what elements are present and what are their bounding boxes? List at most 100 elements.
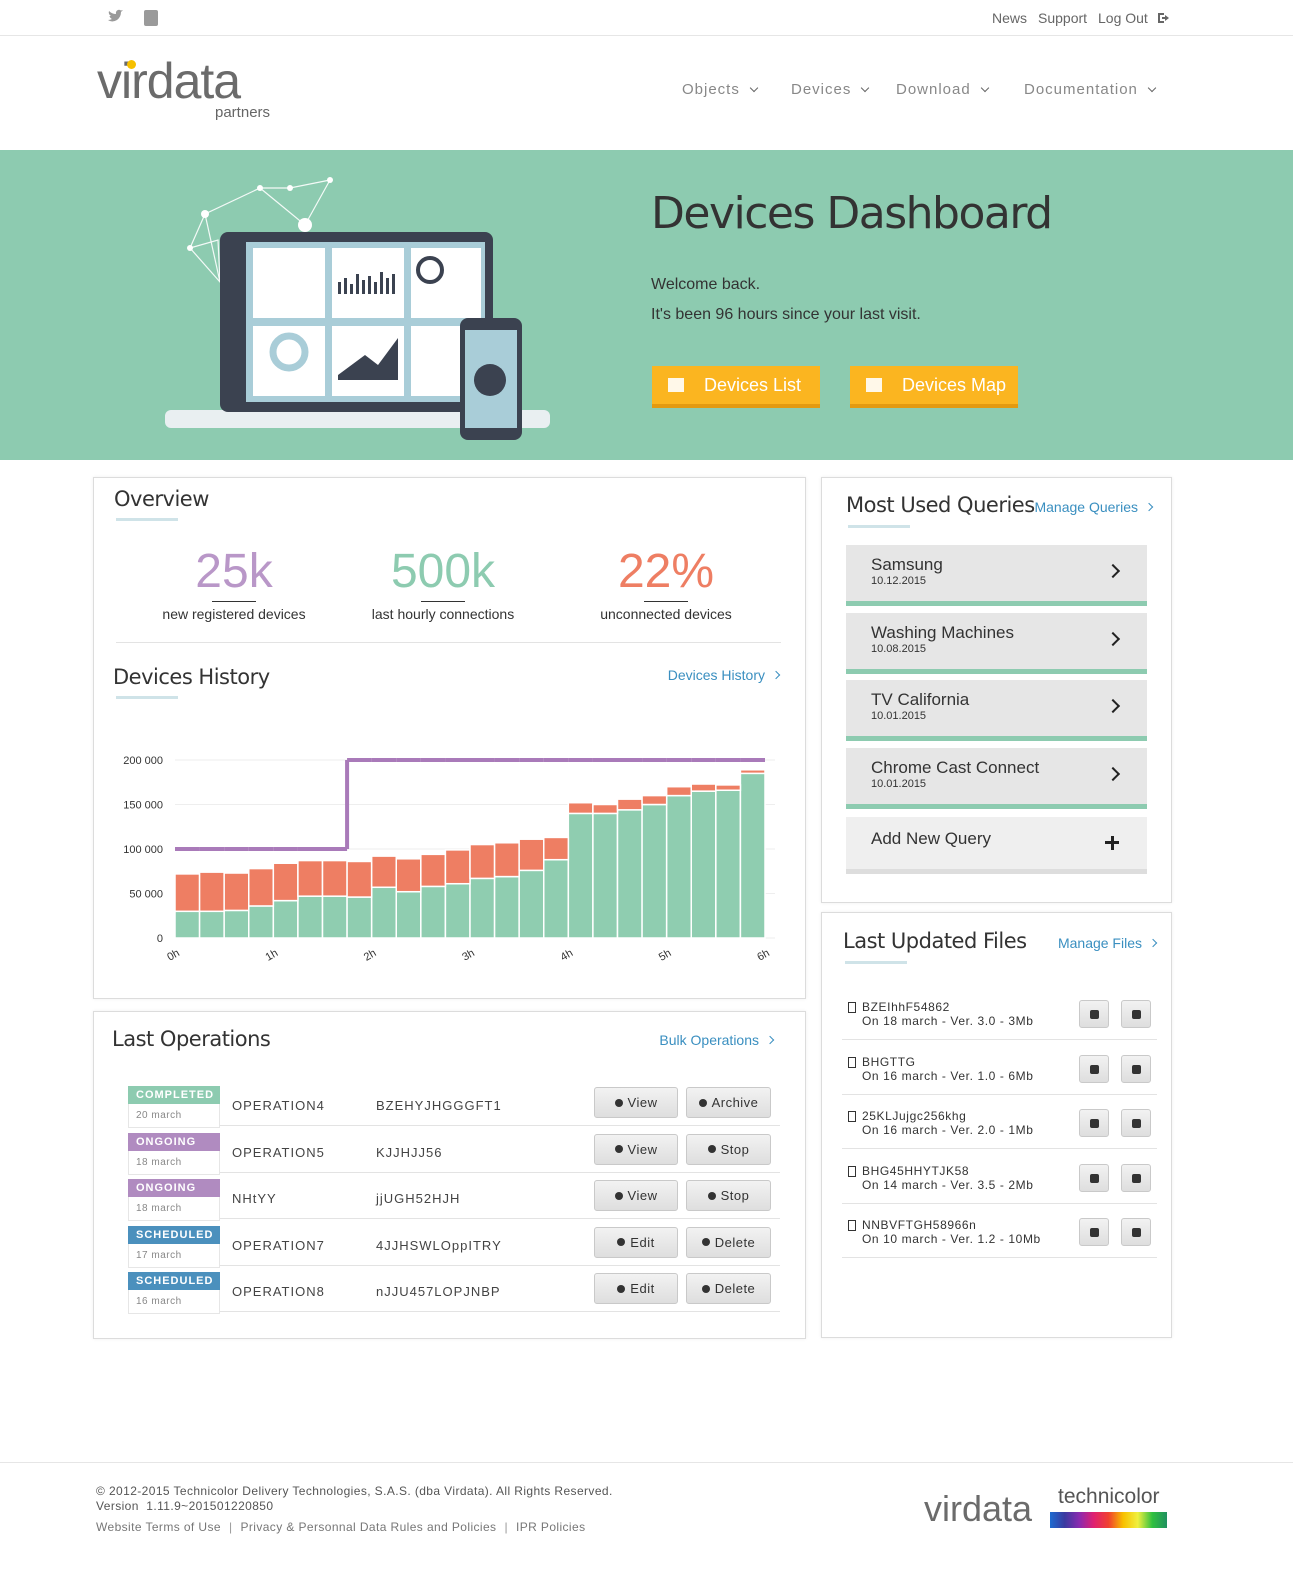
op-date: 16 march xyxy=(136,1296,182,1308)
row-divider xyxy=(842,1148,1157,1150)
button-label: Devices List xyxy=(704,374,802,395)
twitter-icon[interactable] xyxy=(108,9,123,22)
bar xyxy=(616,798,643,811)
file-icon xyxy=(848,1165,856,1177)
bar xyxy=(198,871,225,913)
query-name: TV California xyxy=(871,690,970,709)
stat-rule xyxy=(421,601,465,602)
nav-item[interactable]: Documentation xyxy=(1024,81,1155,98)
nav-item[interactable]: Download xyxy=(896,81,988,98)
op-code: nJJU457LOPJNBP xyxy=(376,1284,501,1300)
panel-title: Last Operations xyxy=(112,1027,271,1051)
delete-button[interactable] xyxy=(1121,1218,1151,1247)
logout-icon xyxy=(1158,13,1169,23)
footer-link[interactable]: Website Terms of Use xyxy=(96,1520,221,1534)
row-divider xyxy=(842,1202,1157,1204)
footer-link[interactable]: IPR Policies xyxy=(515,1520,586,1534)
op-button[interactable]: Delete xyxy=(686,1226,771,1258)
y-tick-label: 0 xyxy=(157,933,163,945)
bar xyxy=(665,785,693,797)
files-link[interactable]: Manage Files xyxy=(1058,935,1156,951)
queries-link[interactable]: Manage Queries xyxy=(1034,499,1152,515)
status-tag: ONGOING xyxy=(128,1179,220,1198)
op-button[interactable]: View xyxy=(594,1180,678,1212)
add-query[interactable]: Add New Query xyxy=(846,817,1147,874)
footer-link[interactable]: Privacy & Personnal Data Rules and Polic… xyxy=(240,1520,497,1534)
chevron-icon xyxy=(1105,631,1121,647)
top-link[interactable]: Support xyxy=(1038,10,1088,26)
bar xyxy=(346,896,373,939)
bar xyxy=(297,895,324,939)
history-link[interactable]: Devices History xyxy=(668,667,779,683)
download-button[interactable] xyxy=(1079,1218,1109,1247)
download-button[interactable] xyxy=(1079,1000,1109,1028)
stat-value: 25k xyxy=(195,545,273,598)
op-button[interactable]: Edit xyxy=(594,1226,678,1258)
download-button[interactable] xyxy=(1079,1109,1109,1138)
delete-button[interactable] xyxy=(1121,1000,1151,1028)
bar xyxy=(715,789,742,939)
stat-label: unconnected devices xyxy=(600,606,732,622)
top-link[interactable]: Log Out xyxy=(1098,10,1148,26)
query-name: Samsung xyxy=(871,555,943,574)
query-date: 10.01.2015 xyxy=(871,778,927,790)
nav-item[interactable]: Devices xyxy=(791,81,868,98)
query-item[interactable]: TV California 10.01.2015 xyxy=(846,680,1147,741)
file-name: BHG45HHYTJK58 xyxy=(862,1163,970,1178)
op-button[interactable]: View xyxy=(594,1087,678,1118)
bar xyxy=(321,859,348,897)
youtube-icon[interactable] xyxy=(144,10,158,26)
query-item[interactable]: Chrome Cast Connect 10.01.2015 xyxy=(846,748,1147,809)
nav-item[interactable]: Objects xyxy=(682,81,757,98)
bar xyxy=(641,803,668,939)
title-underline xyxy=(848,525,910,528)
bar xyxy=(198,910,225,939)
query-item[interactable]: Washing Machines 10.08.2015 xyxy=(846,613,1147,674)
bar xyxy=(469,843,496,880)
op-button[interactable]: Stop xyxy=(686,1180,771,1212)
bar xyxy=(739,769,766,775)
top-link[interactable]: News xyxy=(992,10,1028,26)
file-meta: On 10 march - Ver. 1.2 - 10Mb xyxy=(862,1232,1041,1247)
footer-logo: virdata xyxy=(924,1488,1033,1529)
bar xyxy=(739,772,766,939)
bar xyxy=(272,862,299,902)
download-button[interactable] xyxy=(1079,1054,1109,1083)
top-bar xyxy=(0,0,1293,36)
x-tick-label: 5h xyxy=(657,947,674,964)
row-divider xyxy=(220,1264,780,1266)
bar xyxy=(395,890,422,939)
panel-title: Devices History xyxy=(113,665,270,689)
bulk-link[interactable]: Bulk Operations xyxy=(659,1032,773,1048)
query-item[interactable]: Samsung 10.12.2015 xyxy=(846,545,1147,606)
file-icon xyxy=(848,1220,856,1232)
stat-value: 22% xyxy=(617,545,715,598)
download-button[interactable] xyxy=(1079,1163,1109,1192)
divider xyxy=(116,642,781,643)
delete-button[interactable] xyxy=(1121,1163,1151,1192)
button-icon xyxy=(668,378,684,392)
op-button[interactable]: Delete xyxy=(686,1273,771,1305)
row-divider xyxy=(842,1093,1157,1095)
bar xyxy=(420,885,447,939)
delete-button[interactable] xyxy=(1121,1109,1151,1138)
separator: | xyxy=(504,1520,508,1534)
file-meta: On 14 march - Ver. 3.5 - 2Mb xyxy=(862,1177,1034,1192)
op-name: NHtYY xyxy=(232,1191,277,1207)
x-tick-label: 1h xyxy=(264,947,281,964)
delete-button[interactable] xyxy=(1121,1054,1151,1083)
status-tag: SCHEDULED xyxy=(128,1272,220,1291)
hero-button[interactable]: Devices List xyxy=(652,366,820,408)
query-date: 10.12.2015 xyxy=(871,575,927,587)
query-name: Chrome Cast Connect xyxy=(871,758,1040,777)
op-button[interactable]: View xyxy=(594,1133,678,1165)
op-button[interactable]: Archive xyxy=(686,1087,771,1118)
file-meta: On 16 march - Ver. 1.0 - 6Mb xyxy=(862,1068,1034,1083)
op-button[interactable]: Stop xyxy=(686,1133,771,1165)
bar xyxy=(469,877,496,939)
op-button[interactable]: Edit xyxy=(594,1273,678,1305)
logo-dot xyxy=(127,60,136,69)
hero-button[interactable]: Devices Map xyxy=(850,366,1018,408)
